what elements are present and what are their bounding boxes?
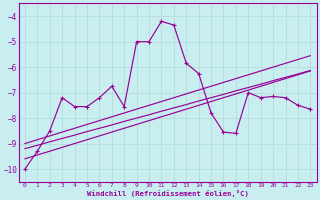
X-axis label: Windchill (Refroidissement éolien,°C): Windchill (Refroidissement éolien,°C) [87,190,249,197]
